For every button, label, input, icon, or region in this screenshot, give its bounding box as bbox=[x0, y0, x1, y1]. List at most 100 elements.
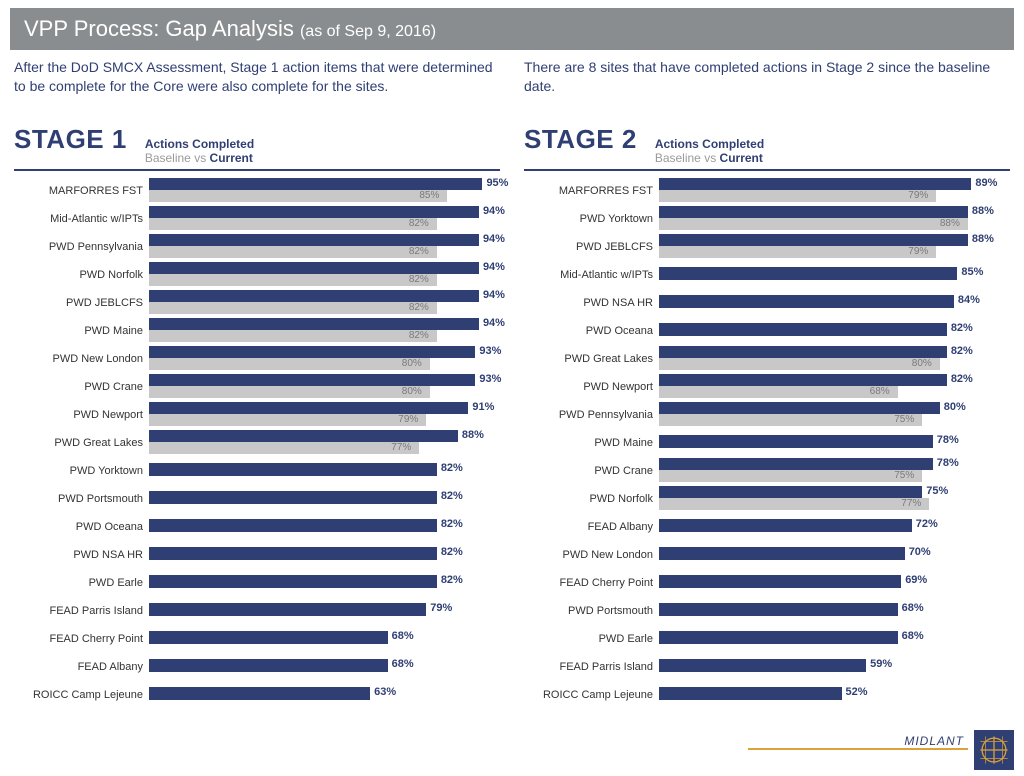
baseline-value: 80% bbox=[912, 358, 932, 369]
baseline-value: 82% bbox=[409, 246, 429, 257]
current-value: 94% bbox=[483, 261, 505, 273]
chart-row: PWD Portsmouth68% bbox=[524, 597, 1010, 625]
baseline-bar bbox=[659, 386, 898, 398]
current-bar bbox=[149, 463, 437, 476]
chart-row: FEAD Parris Island79% bbox=[14, 597, 500, 625]
chart-row: PWD JEBLCFS88%79% bbox=[524, 233, 1010, 261]
current-bar bbox=[659, 631, 898, 644]
header-title: VPP Process: Gap Analysis bbox=[24, 16, 294, 41]
current-value: 94% bbox=[483, 317, 505, 329]
stage2-legend: Actions Completed Baseline vs Current bbox=[655, 137, 764, 165]
chart-row: Mid-Atlantic w/IPTs85% bbox=[524, 261, 1010, 289]
stage1-title: STAGE 1 bbox=[14, 124, 127, 155]
bar-track: 59% bbox=[659, 653, 1010, 681]
page-header: VPP Process: Gap Analysis (as of Sep 9, … bbox=[10, 8, 1014, 50]
chart-row: PWD Earle68% bbox=[524, 625, 1010, 653]
category-label: PWD Portsmouth bbox=[524, 605, 659, 617]
baseline-value: 75% bbox=[894, 470, 914, 481]
baseline-bar bbox=[659, 498, 929, 510]
category-label: PWD Maine bbox=[14, 325, 149, 337]
bar-track: 52% bbox=[659, 681, 1010, 709]
category-label: PWD JEBLCFS bbox=[14, 297, 149, 309]
current-value: 82% bbox=[441, 518, 463, 530]
current-value: 82% bbox=[951, 373, 973, 385]
category-label: FEAD Parris Island bbox=[524, 661, 659, 673]
current-value: 88% bbox=[462, 429, 484, 441]
chart-row: PWD Oceana 82% bbox=[14, 513, 500, 541]
category-label: MARFORRES FST bbox=[524, 185, 659, 197]
chart-row: PWD Yorktown82% bbox=[14, 457, 500, 485]
stage2-title: STAGE 2 bbox=[524, 124, 637, 155]
current-value: 68% bbox=[392, 630, 414, 642]
category-label: PWD Great Lakes bbox=[524, 353, 659, 365]
current-value: 82% bbox=[441, 574, 463, 586]
current-value: 75% bbox=[926, 485, 948, 497]
bar-track: 63% bbox=[149, 681, 500, 709]
baseline-value: 77% bbox=[391, 442, 411, 453]
baseline-bar bbox=[149, 274, 437, 286]
current-value: 69% bbox=[905, 574, 927, 586]
baseline-bar bbox=[149, 190, 447, 202]
chart-row: PWD Yorktown88%88% bbox=[524, 205, 1010, 233]
bar-track: 75%77% bbox=[659, 485, 1010, 513]
chart-row: MARFORRES FST95%85% bbox=[14, 177, 500, 205]
bar-track: 94%82% bbox=[149, 233, 500, 261]
stage2-column: There are 8 sites that have completed ac… bbox=[524, 58, 1010, 709]
bar-track: 82% bbox=[149, 457, 500, 485]
category-label: FEAD Cherry Point bbox=[524, 577, 659, 589]
legend-line1: Actions Completed bbox=[655, 137, 764, 151]
chart-row: PWD Pennsylvania80%75% bbox=[524, 401, 1010, 429]
chart-row: PWD Crane93%80% bbox=[14, 373, 500, 401]
chart-row: PWD Oceana82% bbox=[524, 317, 1010, 345]
current-bar bbox=[659, 295, 954, 308]
content-area: After the DoD SMCX Assessment, Stage 1 a… bbox=[0, 50, 1024, 709]
bar-track: 69% bbox=[659, 569, 1010, 597]
chart-row: PWD Earle82% bbox=[14, 569, 500, 597]
stage1-column: After the DoD SMCX Assessment, Stage 1 a… bbox=[14, 58, 500, 709]
current-bar bbox=[149, 575, 437, 588]
current-bar bbox=[149, 547, 437, 560]
baseline-bar bbox=[149, 442, 419, 454]
bar-track: 68% bbox=[659, 625, 1010, 653]
current-bar bbox=[659, 178, 971, 190]
bar-track: 68% bbox=[659, 597, 1010, 625]
stage1-intro: After the DoD SMCX Assessment, Stage 1 a… bbox=[14, 58, 500, 118]
current-bar bbox=[659, 659, 866, 672]
current-bar bbox=[149, 659, 388, 672]
category-label: PWD Oceana bbox=[14, 521, 149, 533]
stage2-chart: MARFORRES FST89%79%PWD Yorktown88%88%PWD… bbox=[524, 177, 1010, 709]
current-value: 93% bbox=[479, 373, 501, 385]
stage1-head: STAGE 1 Actions Completed Baseline vs Cu… bbox=[14, 124, 500, 171]
bar-track: 94%82% bbox=[149, 289, 500, 317]
current-value: 80% bbox=[944, 401, 966, 413]
midlant-logo-icon bbox=[974, 730, 1014, 770]
chart-row: PWD New London70% bbox=[524, 541, 1010, 569]
current-bar bbox=[149, 206, 479, 218]
category-label: MARFORRES FST bbox=[14, 185, 149, 197]
chart-row: ROICC Camp Lejeune63% bbox=[14, 681, 500, 709]
bar-track: 89%79% bbox=[659, 177, 1010, 205]
current-value: 95% bbox=[486, 177, 508, 189]
bar-track: 68% bbox=[149, 653, 500, 681]
current-bar bbox=[149, 603, 426, 616]
baseline-bar bbox=[149, 386, 430, 398]
category-label: PWD Pennsylvania bbox=[14, 241, 149, 253]
baseline-value: 68% bbox=[870, 386, 890, 397]
chart-row: PWD Maine78% bbox=[524, 429, 1010, 457]
current-value: 68% bbox=[902, 630, 924, 642]
current-bar bbox=[149, 178, 482, 190]
baseline-value: 82% bbox=[409, 330, 429, 341]
chart-row: PWD Pennsylvania94%82% bbox=[14, 233, 500, 261]
bar-track: 93%80% bbox=[149, 345, 500, 373]
baseline-bar bbox=[149, 330, 437, 342]
legend-current: Current bbox=[720, 151, 763, 165]
current-value: 94% bbox=[483, 233, 505, 245]
baseline-value: 75% bbox=[894, 414, 914, 425]
category-label: Mid-Atlantic w/IPTs bbox=[14, 213, 149, 225]
stage2-head: STAGE 2 Actions Completed Baseline vs Cu… bbox=[524, 124, 1010, 171]
category-label: PWD Norfolk bbox=[524, 493, 659, 505]
category-label: ROICC Camp Lejeune bbox=[14, 689, 149, 701]
current-value: 94% bbox=[483, 289, 505, 301]
category-label: FEAD Cherry Point bbox=[14, 633, 149, 645]
stage1-chart: MARFORRES FST95%85%Mid-Atlantic w/IPTs94… bbox=[14, 177, 500, 709]
